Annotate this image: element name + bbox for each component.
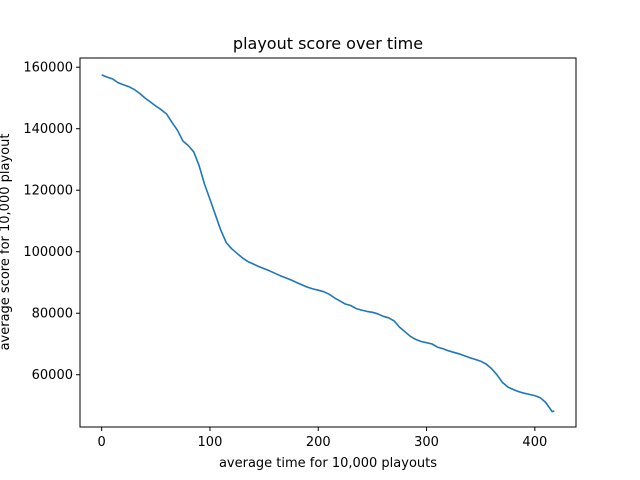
y-tick-label: 160000 <box>23 61 73 76</box>
series-line <box>101 74 555 413</box>
y-tick-label: 100000 <box>23 245 73 260</box>
y-axis-label: average score for 10,000 playout <box>0 134 13 351</box>
plot-layer <box>101 74 555 413</box>
chart-title: playout score over time <box>233 34 423 53</box>
x-tick-label: 400 <box>522 435 547 450</box>
axes-layer: 0 100 200 300 400 60000 80000 100000 120000 14000… <box>23 61 547 450</box>
x-tick-label: 300 <box>414 435 439 450</box>
y-tick-label: 80000 <box>32 307 73 322</box>
x-axis-label: average time for 10,000 playouts <box>219 456 437 471</box>
y-tick-label: 120000 <box>23 184 73 199</box>
x-tick-label: 200 <box>306 435 331 450</box>
x-tick-label: 0 <box>98 435 106 450</box>
y-tick-label: 140000 <box>23 122 73 137</box>
y-tick-label: 60000 <box>32 368 73 383</box>
x-tick-label: 100 <box>198 435 223 450</box>
plot-frame <box>79 57 577 428</box>
